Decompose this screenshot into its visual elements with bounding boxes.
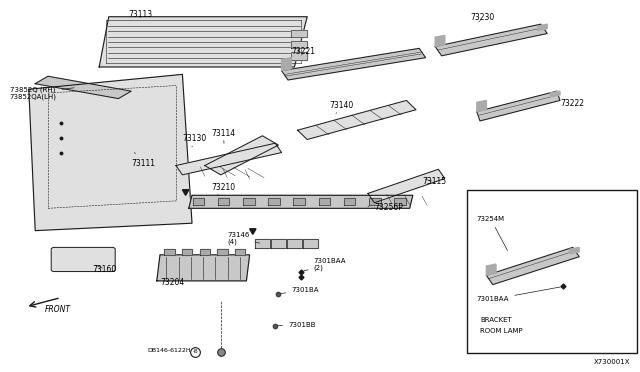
Polygon shape <box>271 239 286 248</box>
Polygon shape <box>282 58 291 71</box>
Polygon shape <box>200 249 210 255</box>
Polygon shape <box>35 76 131 99</box>
Polygon shape <box>435 35 445 46</box>
Polygon shape <box>205 136 278 175</box>
Text: 73130: 73130 <box>182 134 207 147</box>
Text: 73852Q (RH)
73852QA(LH): 73852Q (RH) 73852QA(LH) <box>10 86 74 100</box>
Text: FRONT: FRONT <box>45 305 71 314</box>
Polygon shape <box>189 195 413 208</box>
Polygon shape <box>486 264 496 275</box>
Polygon shape <box>282 48 426 80</box>
Polygon shape <box>182 190 189 195</box>
Text: B: B <box>193 349 197 354</box>
Polygon shape <box>368 169 445 203</box>
Polygon shape <box>218 198 229 205</box>
Text: ROOM LAMP: ROOM LAMP <box>480 328 523 334</box>
Text: 73115: 73115 <box>422 177 447 186</box>
Polygon shape <box>193 198 204 205</box>
Text: 73146
(4): 73146 (4) <box>227 232 260 245</box>
Text: 73254M: 73254M <box>477 217 508 250</box>
Polygon shape <box>570 247 579 254</box>
Polygon shape <box>235 249 245 255</box>
Polygon shape <box>477 100 486 112</box>
Polygon shape <box>298 100 416 140</box>
Text: 73256P: 73256P <box>368 203 403 212</box>
Text: 73230: 73230 <box>470 13 495 22</box>
Polygon shape <box>287 239 302 248</box>
Text: 7301BA: 7301BA <box>281 287 319 294</box>
Polygon shape <box>394 198 406 205</box>
Polygon shape <box>255 239 270 248</box>
Text: 73221: 73221 <box>291 47 315 56</box>
Polygon shape <box>538 24 547 31</box>
Polygon shape <box>182 249 192 255</box>
Polygon shape <box>303 239 318 248</box>
Text: BRACKET: BRACKET <box>480 317 512 323</box>
Polygon shape <box>319 198 330 205</box>
Polygon shape <box>291 30 307 37</box>
Text: 73111: 73111 <box>131 153 155 167</box>
Text: 73160: 73160 <box>93 264 117 273</box>
Polygon shape <box>268 198 280 205</box>
Text: X730001X: X730001X <box>594 359 630 365</box>
Polygon shape <box>369 198 381 205</box>
Bar <box>467 190 637 353</box>
Polygon shape <box>477 91 560 121</box>
FancyBboxPatch shape <box>51 247 115 272</box>
Text: 73204: 73204 <box>160 278 184 286</box>
Text: 73210: 73210 <box>211 183 236 195</box>
Polygon shape <box>250 229 256 234</box>
Text: 7301BB: 7301BB <box>278 323 316 328</box>
Polygon shape <box>550 91 560 97</box>
Polygon shape <box>291 41 307 48</box>
Text: DB146-6122H: DB146-6122H <box>147 347 195 353</box>
Polygon shape <box>157 255 250 281</box>
Polygon shape <box>99 17 307 67</box>
Text: 73222: 73222 <box>560 99 584 108</box>
Polygon shape <box>29 74 192 231</box>
Polygon shape <box>291 52 307 60</box>
Text: 73113: 73113 <box>128 10 152 19</box>
Polygon shape <box>435 24 547 56</box>
Text: 73140: 73140 <box>330 101 354 113</box>
Polygon shape <box>164 249 175 255</box>
Polygon shape <box>243 198 255 205</box>
Polygon shape <box>218 249 228 255</box>
Polygon shape <box>176 143 282 175</box>
Text: 7301BAA
(2): 7301BAA (2) <box>303 258 346 271</box>
Text: 7301BAA: 7301BAA <box>477 287 561 302</box>
Polygon shape <box>344 198 355 205</box>
Polygon shape <box>293 198 305 205</box>
Text: 73114: 73114 <box>211 129 236 143</box>
Polygon shape <box>486 247 579 285</box>
